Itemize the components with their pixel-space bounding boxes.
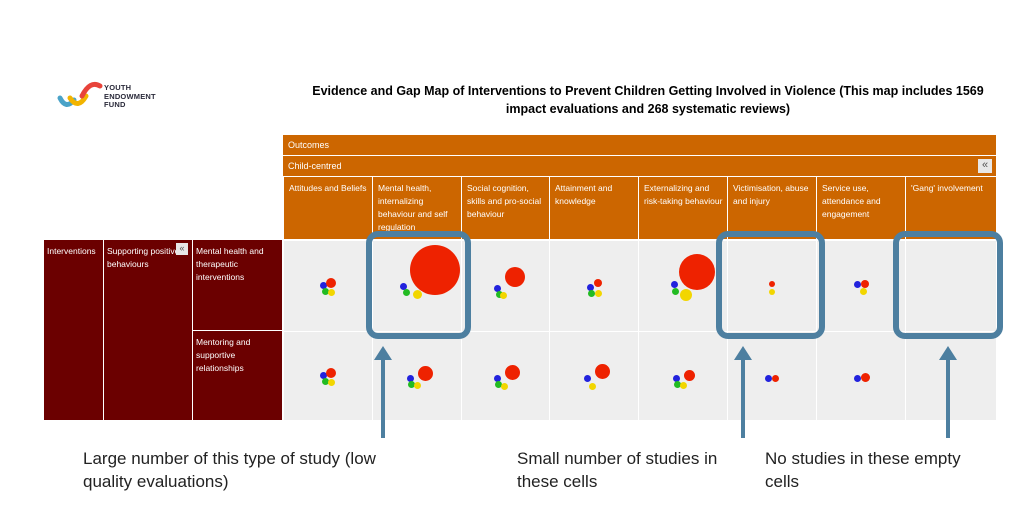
evidence-dot[interactable]	[587, 289, 595, 297]
outcomes-header[interactable]: Outcomes	[283, 135, 996, 155]
evidence-dot[interactable]	[594, 289, 602, 297]
highlight-box-empty	[893, 231, 1003, 339]
evidence-dot[interactable]	[671, 287, 679, 295]
evidence-dot[interactable]	[494, 374, 501, 382]
map-cell[interactable]	[817, 332, 905, 420]
row-label-interventions[interactable]: Interventions	[44, 240, 103, 420]
evidence-dot[interactable]	[413, 381, 421, 389]
map-cell[interactable]	[728, 241, 816, 331]
evidence-dot[interactable]	[769, 289, 775, 295]
youth-endowment-fund-logo	[57, 81, 103, 107]
map-cell[interactable]	[550, 241, 638, 331]
column-header[interactable]: Social cognition, skills and pro-social …	[461, 177, 549, 239]
evidence-dot[interactable]	[319, 371, 327, 379]
caption-small-number: Small number of studies in these cells	[517, 449, 718, 491]
evidence-dot[interactable]	[407, 380, 415, 388]
evidence-dot[interactable]	[494, 284, 501, 292]
arrow-shaft	[381, 358, 385, 438]
row-label-mentoring[interactable]: Mentoring and supportive relationships	[193, 331, 282, 420]
column-header[interactable]: Mental health, internalizing behaviour a…	[372, 177, 461, 239]
map-cell[interactable]	[284, 332, 372, 420]
evidence-dot[interactable]	[594, 279, 602, 287]
evidence-dot[interactable]	[319, 281, 327, 289]
evidence-dot[interactable]	[679, 381, 687, 389]
evidence-dot[interactable]	[859, 287, 867, 295]
map-cell[interactable]	[462, 332, 549, 420]
child-centred-header[interactable]: Child-centred «	[283, 156, 996, 176]
arrow-up-icon	[734, 346, 752, 360]
outcomes-label: Outcomes	[288, 140, 330, 150]
evidence-dot[interactable]	[327, 378, 335, 386]
evidence-dot[interactable]	[670, 280, 678, 288]
evidence-dot[interactable]	[504, 267, 525, 287]
arrow-up-icon	[939, 346, 957, 360]
evidence-dot[interactable]	[496, 290, 503, 298]
evidence-dot[interactable]	[410, 245, 460, 295]
column-header[interactable]: Attainment and knowledge	[549, 177, 638, 239]
evidence-dot[interactable]	[505, 364, 520, 380]
column-header[interactable]: Service use, attendance and engagement	[816, 177, 905, 239]
map-cell[interactable]	[639, 241, 727, 331]
row-label-mental-health[interactable]: Mental health and therapeutic interventi…	[193, 240, 282, 330]
highlight-box-small	[716, 231, 825, 339]
evidence-dot[interactable]	[673, 380, 681, 388]
caption-large-number: Large number of this type of study (low …	[83, 449, 376, 491]
evidence-dot[interactable]	[326, 278, 336, 288]
evidence-dot[interactable]	[586, 283, 594, 291]
arrow-up-icon	[374, 346, 392, 360]
evidence-dot[interactable]	[406, 374, 414, 382]
highlight-box-large	[366, 231, 471, 339]
map-cell[interactable]	[373, 332, 461, 420]
map-title: Evidence and Gap Map of Interventions to…	[312, 84, 984, 116]
evidence-dot[interactable]	[683, 369, 695, 381]
map-cell[interactable]	[817, 241, 905, 331]
evidence-dot[interactable]	[861, 280, 869, 288]
evidence-dot[interactable]	[769, 281, 775, 287]
arrow-shaft	[946, 358, 950, 438]
evidence-dot[interactable]	[501, 382, 508, 390]
evidence-dot[interactable]	[672, 374, 680, 382]
evidence-dot[interactable]	[594, 363, 610, 379]
row-label-supporting-positive-behaviours[interactable]: Supporting positive behaviours	[104, 240, 192, 420]
evidence-dot[interactable]	[588, 382, 596, 390]
map-cell[interactable]	[906, 241, 996, 331]
collapse-columns-icon[interactable]: «	[978, 159, 992, 173]
evidence-dot[interactable]	[853, 280, 861, 288]
map-cell[interactable]	[462, 241, 549, 331]
child-centred-label: Child-centred	[288, 161, 342, 171]
column-header[interactable]: Attitudes and Beliefs	[283, 177, 372, 239]
evidence-dot[interactable]	[321, 287, 329, 295]
collapse-rows-icon[interactable]: «	[176, 243, 188, 255]
evidence-dot[interactable]	[764, 374, 772, 382]
logo-wordmark: YOUTH ENDOWMENT FUND	[104, 83, 156, 109]
evidence-dot[interactable]	[853, 374, 861, 382]
map-cell[interactable]	[373, 241, 461, 331]
map-cell[interactable]	[284, 241, 372, 331]
column-header[interactable]: Victimisation, abuse and injury	[727, 177, 816, 239]
column-header[interactable]: Externalizing and risk-taking behaviour	[638, 177, 727, 239]
evidence-dot[interactable]	[402, 288, 410, 296]
evidence-dot[interactable]	[495, 380, 502, 388]
evidence-dot[interactable]	[583, 374, 591, 382]
evidence-dot[interactable]	[399, 282, 407, 290]
evidence-dot[interactable]	[412, 289, 422, 299]
arrow-shaft	[741, 358, 745, 438]
evidence-dot[interactable]	[860, 372, 870, 382]
evidence-dot[interactable]	[771, 374, 779, 382]
evidence-dot[interactable]	[417, 365, 433, 381]
evidence-dot[interactable]	[679, 254, 715, 290]
evidence-dot[interactable]	[327, 288, 335, 296]
map-cell[interactable]	[639, 332, 727, 420]
evidence-dot[interactable]	[500, 291, 507, 299]
evidence-dot[interactable]	[326, 368, 336, 378]
caption-no-studies: No studies in these empty cells	[765, 449, 961, 491]
evidence-dot[interactable]	[321, 377, 329, 385]
evidence-dot[interactable]	[680, 289, 692, 301]
map-cell[interactable]	[550, 332, 638, 420]
column-header[interactable]: 'Gang' involvement	[905, 177, 996, 239]
